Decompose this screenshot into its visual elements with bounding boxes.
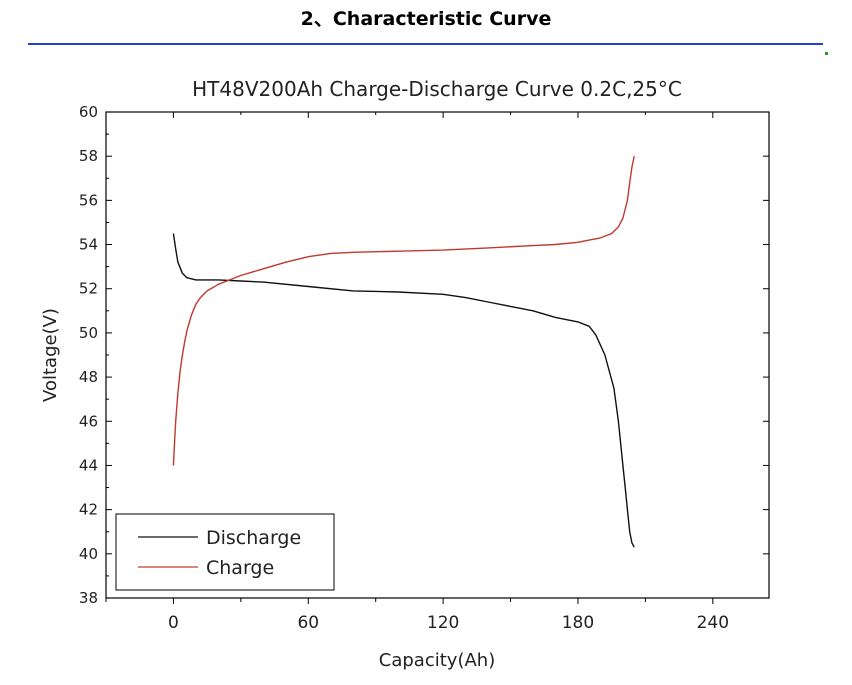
- heading-rule: [28, 43, 823, 45]
- x-axis-label: Capacity(Ah): [379, 650, 495, 671]
- x-tick-label: 0: [168, 613, 179, 633]
- y-tick-label: 58: [79, 147, 98, 165]
- legend-label-charge: Charge: [206, 557, 274, 579]
- y-tick-label: 54: [79, 236, 98, 254]
- y-axis-label: Voltage(V): [40, 308, 61, 402]
- y-tick-label: 38: [79, 589, 98, 607]
- y-axis: 38 40 42 44 46 48 50 52 54 56 58 60: [79, 103, 769, 607]
- x-tick-label: 60: [297, 613, 319, 633]
- chart-title: HT48V200Ah Charge-Discharge Curve 0.2C,2…: [192, 77, 682, 101]
- y-tick-label: 50: [79, 324, 98, 342]
- x-tick-label: 120: [427, 613, 459, 633]
- x-tick-label: 180: [562, 613, 594, 633]
- section-heading: 2、Characteristic Curve: [300, 8, 552, 30]
- rule-marker: [825, 52, 828, 55]
- legend-label-discharge: Discharge: [206, 527, 301, 549]
- legend-box: [115, 513, 335, 591]
- y-tick-label: 56: [79, 191, 98, 209]
- y-tick-label: 60: [79, 103, 98, 121]
- y-tick-label: 42: [79, 501, 98, 519]
- x-axis: 0 60 120 180 240: [105, 112, 729, 633]
- series-line-charge: [172, 156, 635, 466]
- series-layer: [172, 156, 635, 548]
- y-tick-label: 48: [79, 368, 98, 386]
- y-tick-label: 44: [79, 456, 98, 474]
- legend: Discharge Charge: [115, 513, 335, 591]
- y-tick-label: 40: [79, 545, 98, 563]
- x-tick-label: 240: [697, 613, 729, 633]
- series-line-discharge: [172, 233, 635, 548]
- y-tick-label: 46: [79, 412, 98, 430]
- y-tick-label: 52: [79, 280, 98, 298]
